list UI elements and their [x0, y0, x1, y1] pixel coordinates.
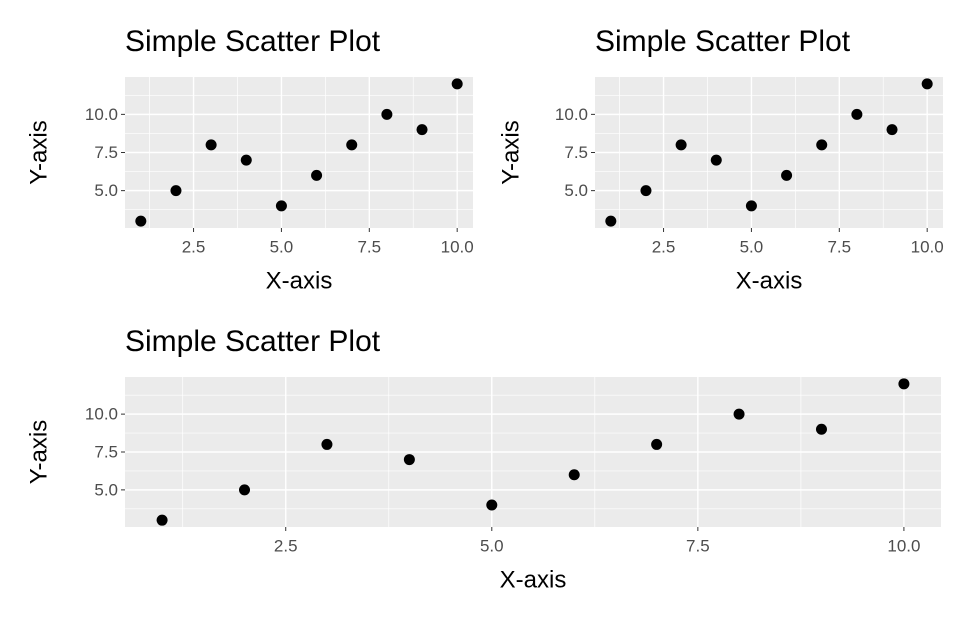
x-tick-label: 10.0 — [911, 237, 944, 256]
x-tick-label: 5.0 — [270, 237, 294, 256]
point — [239, 484, 251, 496]
x-tick-label: 7.5 — [686, 536, 710, 555]
y-tick-label: 7.5 — [94, 143, 118, 162]
point — [416, 124, 428, 136]
point — [710, 154, 722, 166]
point — [451, 78, 463, 90]
point — [170, 185, 182, 197]
point — [898, 378, 910, 390]
point — [403, 454, 415, 466]
point — [733, 408, 745, 420]
x-tick-label: 7.5 — [357, 237, 381, 256]
x-axis-title: X-axis — [736, 267, 803, 294]
point — [240, 154, 252, 166]
point — [346, 139, 358, 151]
chart-title: Simple Scatter Plot — [595, 25, 851, 58]
y-axis-title: Y-axis — [497, 120, 524, 184]
point — [921, 78, 933, 90]
y-tick-label: 5.0 — [564, 181, 588, 200]
point — [886, 124, 898, 136]
y-tick-label: 5.0 — [94, 181, 118, 200]
point — [381, 108, 393, 120]
point — [275, 200, 287, 212]
x-tick-label: 2.5 — [652, 237, 676, 256]
point — [640, 185, 652, 197]
point — [486, 499, 498, 511]
point — [815, 423, 827, 435]
x-tick-label: 2.5 — [182, 237, 206, 256]
y-tick-label: 10.0 — [85, 405, 118, 424]
x-tick-label: 5.0 — [480, 536, 504, 555]
x-tick-label: 2.5 — [274, 536, 298, 555]
point — [851, 108, 863, 120]
y-tick-label: 10.0 — [555, 105, 588, 124]
y-tick-label: 7.5 — [564, 143, 588, 162]
point — [745, 200, 757, 212]
chart-title: Simple Scatter Plot — [125, 325, 381, 358]
point — [135, 215, 147, 227]
point — [311, 169, 323, 181]
point — [321, 438, 333, 450]
x-tick-label: 10.0 — [887, 536, 920, 555]
y-tick-label: 10.0 — [85, 105, 118, 124]
point — [651, 438, 663, 450]
point — [568, 469, 580, 481]
chart-title: Simple Scatter Plot — [125, 25, 381, 58]
x-axis-title: X-axis — [500, 566, 567, 593]
point — [605, 215, 617, 227]
point — [156, 514, 168, 526]
point — [816, 139, 828, 151]
point — [781, 169, 793, 181]
x-tick-label: 10.0 — [441, 237, 474, 256]
x-tick-label: 5.0 — [740, 237, 764, 256]
point — [675, 139, 687, 151]
y-tick-label: 7.5 — [94, 442, 118, 461]
x-axis-title: X-axis — [266, 267, 333, 294]
y-tick-label: 5.0 — [94, 480, 118, 499]
y-axis-title: Y-axis — [25, 420, 52, 484]
point — [205, 139, 217, 151]
x-tick-label: 7.5 — [827, 237, 851, 256]
y-axis-title: Y-axis — [25, 120, 52, 184]
